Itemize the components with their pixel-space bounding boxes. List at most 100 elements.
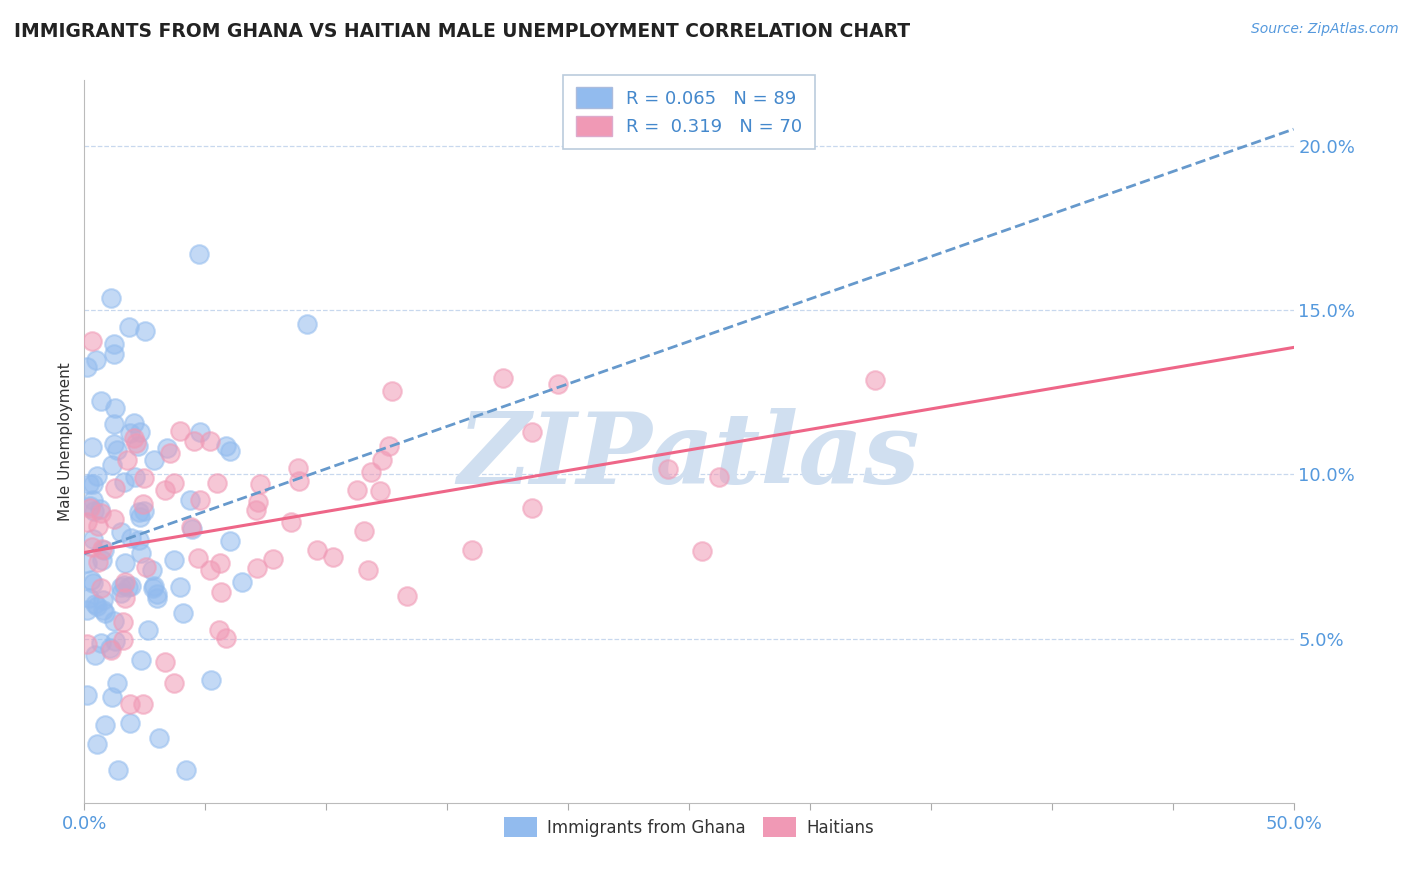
- Point: [90, 506, 112, 520]
- Point: [122, 431, 145, 445]
- Point: [112, 578, 135, 592]
- Point: [128, 533, 150, 547]
- Text: IMMIGRANTS FROM GHANA VS HAITIAN MALE UNEMPLOYMENT CORRELATION CHART: IMMIGRANTS FROM GHANA VS HAITIAN MALE UN…: [14, 22, 910, 41]
- Point: [84, 597, 107, 611]
- Point: [357, 563, 380, 577]
- Point: [520, 425, 543, 439]
- Point: [103, 417, 125, 432]
- Point: [520, 500, 543, 515]
- Point: [180, 522, 202, 536]
- Point: [100, 643, 122, 657]
- Point: [143, 579, 166, 593]
- Point: [124, 470, 146, 484]
- Point: [103, 614, 125, 628]
- Point: [84, 352, 107, 367]
- Point: [209, 556, 232, 570]
- Point: [657, 461, 679, 475]
- Point: [111, 615, 134, 629]
- Point: [187, 550, 209, 565]
- Point: [215, 439, 238, 453]
- Point: [188, 493, 211, 508]
- Point: [280, 515, 302, 529]
- Point: [103, 337, 125, 351]
- Point: [93, 593, 115, 607]
- Point: [117, 580, 139, 594]
- Point: [103, 511, 125, 525]
- Point: [87, 518, 110, 533]
- Point: [82, 532, 104, 546]
- Text: Source: ZipAtlas.com: Source: ZipAtlas.com: [1251, 22, 1399, 37]
- Point: [153, 483, 176, 497]
- Point: [122, 416, 145, 430]
- Point: [118, 698, 141, 712]
- Point: [120, 579, 142, 593]
- Point: [90, 636, 112, 650]
- Point: [172, 606, 194, 620]
- Point: [120, 716, 142, 731]
- Point: [79, 499, 101, 513]
- Point: [101, 458, 124, 473]
- Point: [134, 504, 156, 518]
- Point: [90, 581, 112, 595]
- Point: [208, 623, 231, 637]
- Point: [129, 510, 152, 524]
- Point: [169, 425, 191, 439]
- Point: [353, 524, 375, 538]
- Point: [76, 637, 98, 651]
- Point: [378, 439, 401, 453]
- Point: [159, 446, 181, 460]
- Point: [360, 465, 382, 479]
- Point: [79, 501, 101, 516]
- Point: [94, 606, 117, 620]
- Point: [198, 434, 221, 448]
- Point: [322, 549, 344, 564]
- Point: [395, 589, 418, 603]
- Point: [76, 603, 98, 617]
- Point: [200, 673, 222, 688]
- Y-axis label: Male Unemployment: Male Unemployment: [58, 362, 73, 521]
- Point: [114, 556, 136, 570]
- Text: ZIPatlas: ZIPatlas: [458, 408, 920, 504]
- Point: [132, 497, 155, 511]
- Point: [134, 471, 156, 485]
- Point: [120, 426, 142, 441]
- Point: [125, 435, 148, 450]
- Point: [295, 317, 318, 331]
- Point: [134, 324, 156, 338]
- Point: [98, 640, 121, 655]
- Point: [112, 633, 135, 648]
- Point: [90, 393, 112, 408]
- Point: [76, 556, 98, 570]
- Point: [82, 477, 104, 491]
- Point: [143, 453, 166, 467]
- Point: [136, 623, 159, 637]
- Point: [83, 504, 105, 518]
- Point: [690, 544, 713, 558]
- Point: [214, 631, 236, 645]
- Point: [179, 493, 201, 508]
- Point: [114, 574, 136, 589]
- Point: [89, 502, 111, 516]
- Point: [93, 542, 115, 557]
- Point: [169, 580, 191, 594]
- Point: [381, 384, 404, 398]
- Point: [100, 291, 122, 305]
- Point: [77, 476, 100, 491]
- Point: [103, 347, 125, 361]
- Point: [129, 425, 152, 439]
- Point: [246, 560, 269, 574]
- Point: [127, 439, 149, 453]
- Point: [105, 676, 128, 690]
- Point: [90, 552, 112, 566]
- Point: [91, 603, 114, 617]
- Point: [105, 442, 128, 457]
- Point: [218, 443, 240, 458]
- Point: [245, 502, 267, 516]
- Point: [104, 482, 127, 496]
- Point: [155, 441, 177, 455]
- Point: [163, 676, 186, 690]
- Point: [249, 477, 271, 491]
- Point: [205, 475, 228, 490]
- Point: [218, 533, 240, 548]
- Point: [82, 334, 104, 349]
